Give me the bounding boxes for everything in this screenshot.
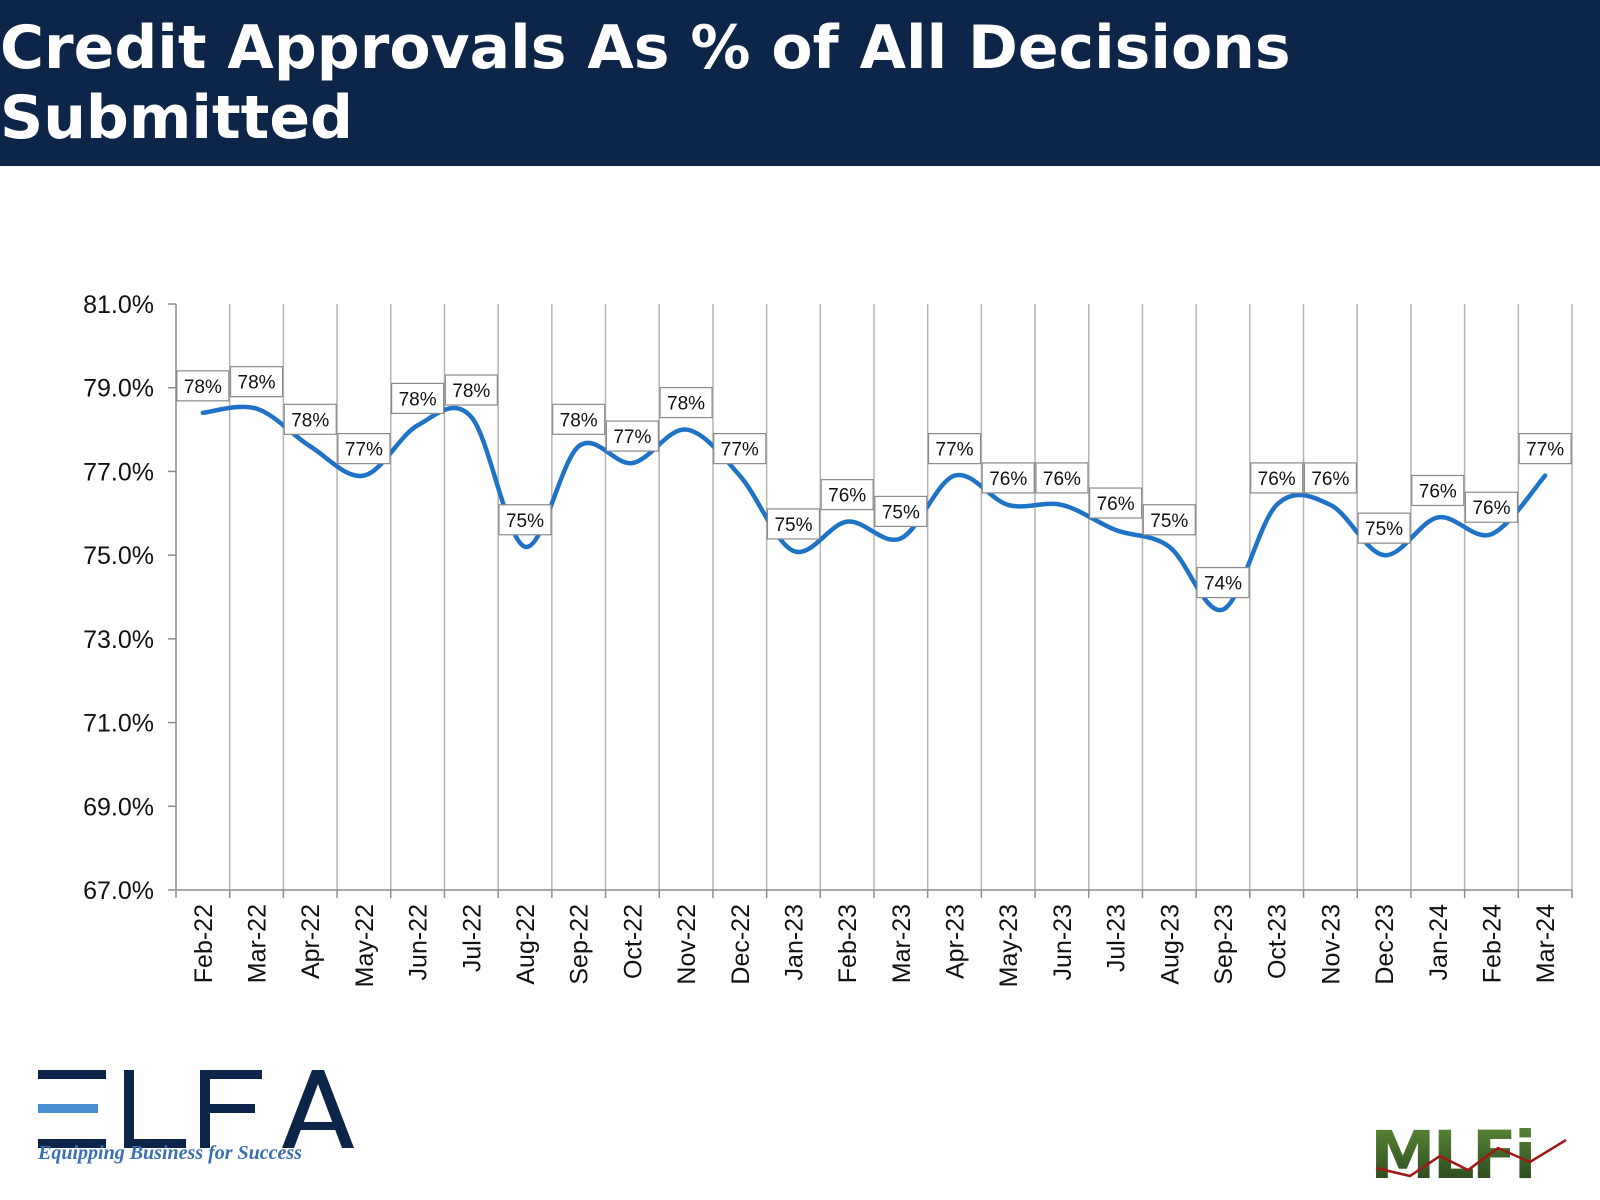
y-tick-label: 81.0% [83, 291, 154, 319]
line-chart: 67.0% 69.0% 71.0% 73.0% 75.0% 77.0% 79.0% 81.0%… [83, 291, 1573, 987]
data-label-box [1089, 487, 1143, 519]
data-label-box [229, 366, 284, 398]
data-label-box [444, 374, 498, 406]
data-label-box [605, 420, 659, 452]
data-label-box [981, 462, 1035, 494]
data-label: 77% [936, 440, 974, 461]
x-tick-label: Nov-22 [673, 904, 701, 985]
data-label: 78% [399, 389, 437, 410]
x-tick-label: Feb-24 [1478, 904, 1506, 983]
data-label: 76% [1419, 481, 1457, 502]
data-label-box [874, 495, 928, 527]
data-label: 75% [1150, 511, 1188, 532]
data-label: 78% [238, 373, 276, 394]
data-label-box [498, 504, 552, 536]
data-label-box [176, 370, 230, 402]
y-tick-label: 69.0% [83, 793, 154, 821]
data-label: 75% [882, 502, 920, 523]
x-tick-label: Feb-22 [190, 904, 218, 983]
data-label: 75% [506, 511, 544, 532]
data-label: 74% [1204, 574, 1242, 595]
x-tick-label: Sep-23 [1210, 904, 1238, 985]
data-label: 78% [184, 377, 222, 398]
x-tick-label: Jan-24 [1425, 904, 1453, 981]
x-tick-label: Mar-22 [244, 904, 272, 983]
mlfi-logo: MLFi [1370, 1118, 1567, 1184]
x-tick-label: Feb-23 [834, 904, 862, 983]
data-label: 76% [1311, 469, 1349, 490]
x-tick-label: Jul-23 [1103, 904, 1131, 972]
data-label: 76% [1097, 494, 1135, 515]
data-label-box [552, 403, 606, 435]
x-tick-label: Dec-22 [727, 904, 755, 985]
data-label-box [1250, 462, 1304, 494]
title-banner: Credit Approvals As % of All Decisions S… [0, 0, 1600, 166]
data-label-box [1142, 504, 1196, 536]
y-tick-label: 75.0% [83, 542, 154, 570]
x-tick-label: Jun-22 [405, 904, 433, 980]
data-label: 78% [291, 410, 329, 431]
x-tick-label: Nov-23 [1317, 904, 1345, 985]
data-label: 78% [667, 394, 705, 415]
data-label: 77% [1526, 440, 1564, 461]
x-tick-label: Oct-23 [1264, 904, 1292, 979]
data-label-box [1518, 433, 1572, 465]
x-tick-label: Mar-24 [1532, 904, 1560, 983]
x-tick-label: Oct-22 [619, 904, 647, 979]
data-label: 76% [828, 486, 866, 507]
data-label-box [927, 433, 982, 465]
y-tick-label: 67.0% [83, 877, 154, 905]
data-label-box [1411, 474, 1465, 507]
data-label: 75% [1365, 519, 1403, 540]
svg-text:MLFi: MLFi [1370, 1118, 1533, 1184]
y-tick-label: 71.0% [83, 710, 154, 738]
data-label: 76% [1043, 469, 1081, 490]
y-tick-label: 77.0% [83, 458, 154, 486]
x-tick-label: Mar-23 [888, 904, 916, 983]
data-label-box [713, 433, 767, 465]
data-label-box [1303, 462, 1357, 494]
data-label-box [1196, 566, 1250, 599]
x-tick-label: Jun-23 [1049, 904, 1077, 980]
data-label-box [766, 508, 821, 540]
y-tick-label: 79.0% [83, 375, 154, 403]
data-label-box [337, 433, 391, 465]
data-label-box [1357, 512, 1411, 544]
elfa-logo [38, 1070, 354, 1148]
x-tick-label: Aug-23 [1156, 904, 1184, 985]
x-tick-label: Apr-22 [297, 904, 325, 979]
data-label: 77% [613, 427, 651, 448]
x-tick-label: Jan-23 [780, 904, 808, 980]
x-tick-label: Apr-23 [942, 904, 970, 979]
x-tick-label: Sep-22 [566, 904, 594, 985]
data-label-box [659, 386, 713, 419]
data-label: 77% [345, 440, 383, 461]
data-label-box [820, 479, 874, 511]
x-tick-label: Dec-23 [1371, 904, 1399, 985]
x-tick-label: Jul-22 [458, 904, 486, 972]
data-label: 76% [1258, 469, 1296, 490]
data-label: 75% [774, 515, 812, 536]
x-tick-label: May-23 [995, 904, 1023, 987]
data-label: 77% [721, 440, 759, 461]
data-label: 76% [989, 469, 1027, 490]
x-tick-label: Aug-22 [512, 904, 540, 985]
chart-title: Credit Approvals As % of All Decisions S… [0, 13, 1291, 153]
data-label-box [391, 382, 445, 414]
y-tick-label: 73.0% [83, 626, 154, 654]
elfa-tagline: Equipping Business for Success [38, 1142, 302, 1164]
data-label-box [1464, 491, 1519, 523]
x-tick-label: May-22 [351, 904, 379, 987]
data-label: 78% [452, 381, 490, 402]
data-label-box [283, 403, 337, 435]
data-label: 76% [1472, 498, 1510, 519]
data-label: 78% [560, 410, 598, 431]
data-label-box [1035, 462, 1089, 494]
